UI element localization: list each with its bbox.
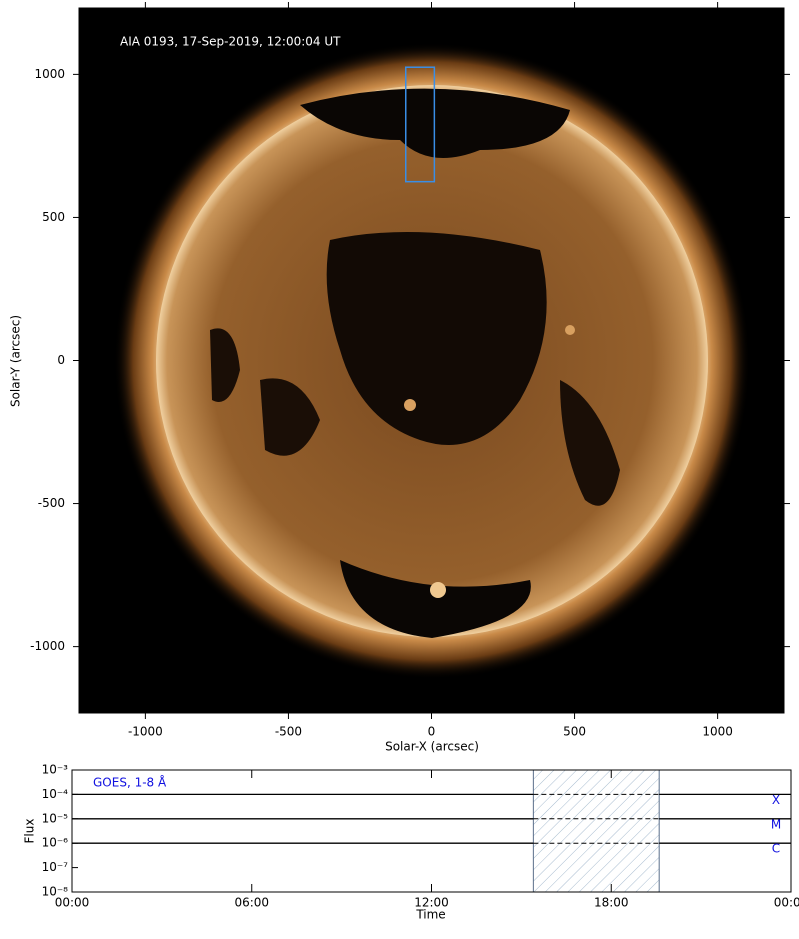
- y-tick-label: 0: [57, 353, 65, 367]
- goes-plot-area: [72, 770, 791, 892]
- x-tick-label: -1000: [128, 725, 163, 739]
- x-tick-label: 06:00: [234, 896, 269, 910]
- y-axis-label: Solar-Y (arcsec): [9, 315, 23, 407]
- image-title: AIA 0193, 17-Sep-2019, 12:00:04 UT: [120, 35, 341, 49]
- y-tick-label: -500: [38, 496, 65, 510]
- x-tick-label: 00:00: [774, 896, 799, 910]
- x-axis-label: Time: [415, 908, 445, 922]
- highlight-region: [532, 769, 660, 893]
- flare-class-label: C: [772, 842, 780, 856]
- y-tick-label: 10⁻⁵: [42, 811, 69, 825]
- x-tick-label: 12:00: [414, 896, 449, 910]
- y-tick-label: 10⁻⁶: [42, 836, 69, 850]
- plot-frame: [71, 769, 792, 893]
- y-tick-label: 1000: [34, 67, 65, 81]
- x-tick-label: 500: [563, 725, 586, 739]
- y-tick-label: 10⁻⁷: [42, 860, 69, 874]
- sun-image: [114, 43, 750, 679]
- y-tick-label: -1000: [30, 639, 65, 653]
- flare-class-label: X: [772, 793, 780, 807]
- x-axis-label: Solar-X (arcsec): [385, 740, 479, 754]
- region-box: [404, 66, 436, 183]
- y-tick-label: 10⁻⁸: [42, 885, 69, 899]
- x-tick-label: 1000: [702, 725, 733, 739]
- x-tick-label: 18:00: [594, 896, 629, 910]
- y-tick-label: 10⁻⁴: [42, 787, 69, 801]
- goes-label: GOES, 1-8 Å: [93, 775, 167, 790]
- y-tick-label: 10⁻³: [42, 763, 69, 777]
- x-tick-label: -500: [275, 725, 302, 739]
- x-tick-label: 0: [428, 725, 436, 739]
- y-tick-label: 500: [42, 210, 65, 224]
- y-axis-label: Flux: [23, 819, 37, 844]
- x-tick-label: 00:00: [55, 896, 90, 910]
- flare-class-label: M: [771, 817, 781, 831]
